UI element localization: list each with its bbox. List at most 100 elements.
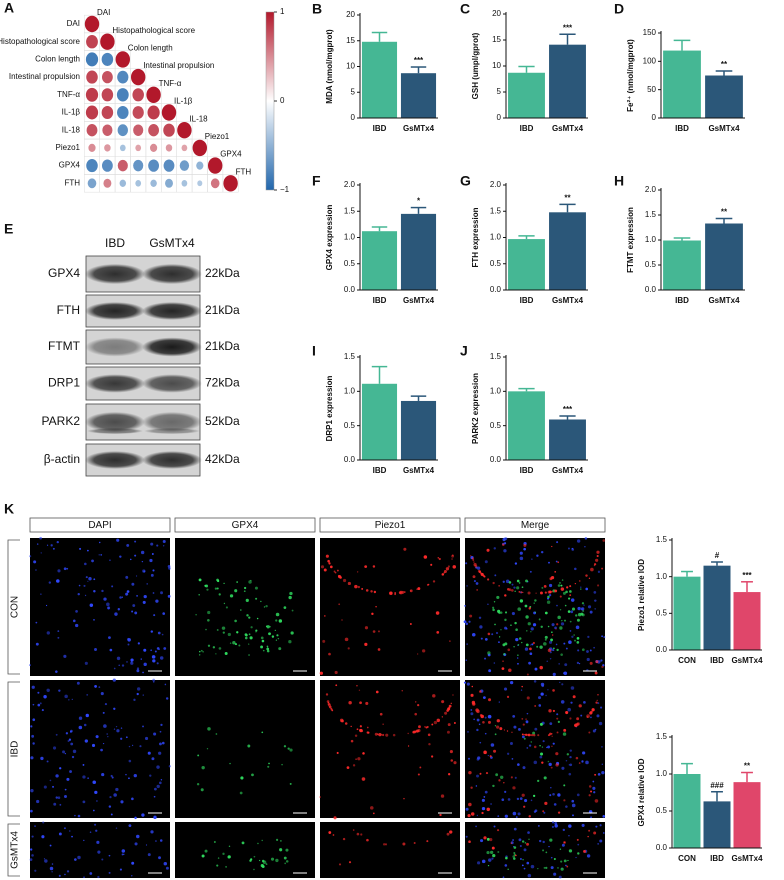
row-label: CON [10,596,21,618]
signal-dot [63,654,67,658]
signal-dot [544,801,548,806]
signal-dot [119,555,122,558]
signal-dot [41,709,44,712]
signal-dot [75,623,79,628]
signal-dot [415,701,417,703]
signal-dot [430,755,434,758]
cell [222,174,239,193]
signal-dot [595,825,598,828]
y-tick-label: 2.0 [490,180,502,189]
signal-dot [515,816,518,819]
signal-dot [517,644,520,646]
bar [508,391,545,460]
signal-dot [113,667,116,670]
signal-dot [518,727,521,731]
signal-dot [555,752,559,756]
signal-dot [106,602,110,607]
signal-dot [91,743,96,747]
signal-dot [120,800,124,804]
signal-dot [250,626,253,629]
signal-dot [251,773,254,777]
signal-dot [33,560,37,564]
signal-dot [147,853,151,857]
signal-dot [133,698,136,702]
signal-dot [513,846,517,849]
signal-dot [108,854,111,857]
signal-dot [319,796,321,798]
signal-dot [575,625,580,630]
blot-band [142,411,202,433]
signal-dot [533,810,537,813]
signal-dot [385,733,389,737]
signal-dot [576,641,580,644]
signal-dot [470,812,475,816]
signal-dot [575,856,577,859]
signal-dot [150,542,154,546]
signal-dot [563,841,566,844]
signal-dot [487,651,491,655]
signal-dot [484,657,487,660]
signal-dot [163,861,168,866]
x-tick-label: GsMTx4 [552,466,584,475]
signal-dot [523,805,526,808]
signal-dot [526,673,529,676]
signal-dot [142,725,144,728]
signal-dot [447,723,451,726]
signal-dot [593,564,596,567]
signal-dot [77,814,81,818]
size-label: 21kDa [205,303,240,317]
signal-dot [137,642,140,645]
signal-dot [471,701,475,705]
signal-dot [45,604,48,607]
signal-dot [465,835,468,838]
signal-dot [590,816,592,819]
diagonal-label: IL-18 [189,114,208,123]
signal-dot [149,774,152,777]
signal-dot [270,857,275,861]
signal-dot [362,752,365,755]
signal-dot [151,757,155,761]
signal-dot [423,555,428,559]
y-tick-label: 1.5 [344,352,356,361]
y-tick-label: 1.5 [656,732,668,741]
signal-dot [569,630,572,632]
signal-dot [523,867,526,870]
signal-dot [111,776,114,779]
colorbar-label: 1 [280,7,285,16]
signal-dot [528,815,531,818]
signal-dot [435,611,440,615]
signal-dot [547,689,549,691]
signal-dot [65,732,69,735]
signal-dot [157,631,161,635]
signal-dot [513,646,515,648]
y-tick-label: 10 [492,61,501,70]
signal-dot [544,611,548,615]
signal-dot [30,756,34,760]
signal-dot [52,785,54,788]
signal-dot [548,640,553,644]
x-tick-label: GsMTx4 [731,656,763,665]
x-tick-label: IBD [675,124,689,133]
signal-dot [146,583,148,585]
signal-dot [557,867,559,869]
signal-dot [355,758,357,760]
signal-dot [97,850,101,854]
signal-dot [416,730,419,732]
signal-dot [537,734,540,737]
y-tick-label: 1.5 [490,206,502,215]
signal-dot [496,719,500,723]
signal-dot [515,628,518,631]
signal-dot [266,647,270,651]
signal-dot [51,863,54,865]
significance: # [715,551,720,560]
signal-dot [131,610,134,613]
signal-dot [159,730,162,733]
signal-dot [542,740,545,743]
signal-dot [113,793,117,797]
panel-label: I [312,343,316,359]
micrograph-signal [29,821,169,879]
micrograph-signal [195,578,294,656]
signal-dot [568,824,572,828]
signal-dot [440,794,445,798]
signal-dot [479,772,482,775]
